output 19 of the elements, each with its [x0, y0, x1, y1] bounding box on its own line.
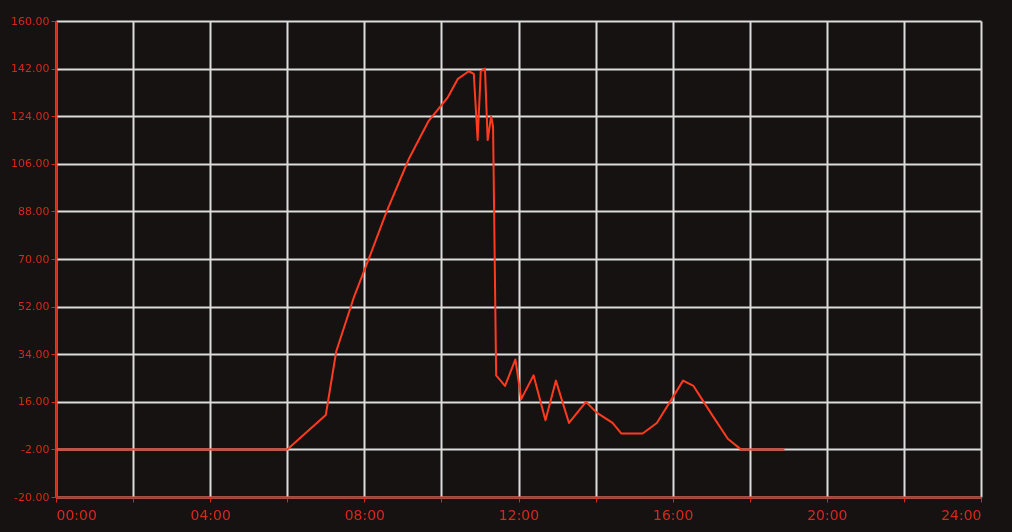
x-tick-label: 08:00	[344, 506, 386, 523]
x-tick-label: 04:00	[190, 506, 231, 523]
y-tick-label: -20.00	[14, 490, 50, 504]
y-tick-label: 106.00	[11, 157, 50, 171]
y-tick-label: 34.00	[18, 347, 50, 361]
x-tick-label: 00:00	[56, 506, 97, 523]
x-tick-label: 16:00	[652, 506, 694, 523]
y-tick-label: 70.00	[18, 252, 50, 266]
y-tick-label: 124.00	[11, 109, 50, 123]
x-tick-label: 20:00	[807, 506, 848, 523]
y-tick-label: 16.00	[18, 395, 50, 409]
y-tick-label: 52.00	[18, 300, 50, 314]
x-tick-label: 24:00	[941, 506, 982, 523]
y-tick-label: 142.00	[11, 62, 50, 76]
y-tick-label: -2.00	[21, 442, 50, 456]
line-series	[55, 67, 786, 451]
x-tick-label: 12:00	[498, 506, 540, 523]
y-tick-label: 88.00	[18, 204, 50, 218]
y-tick-label: 160.00	[11, 14, 50, 28]
